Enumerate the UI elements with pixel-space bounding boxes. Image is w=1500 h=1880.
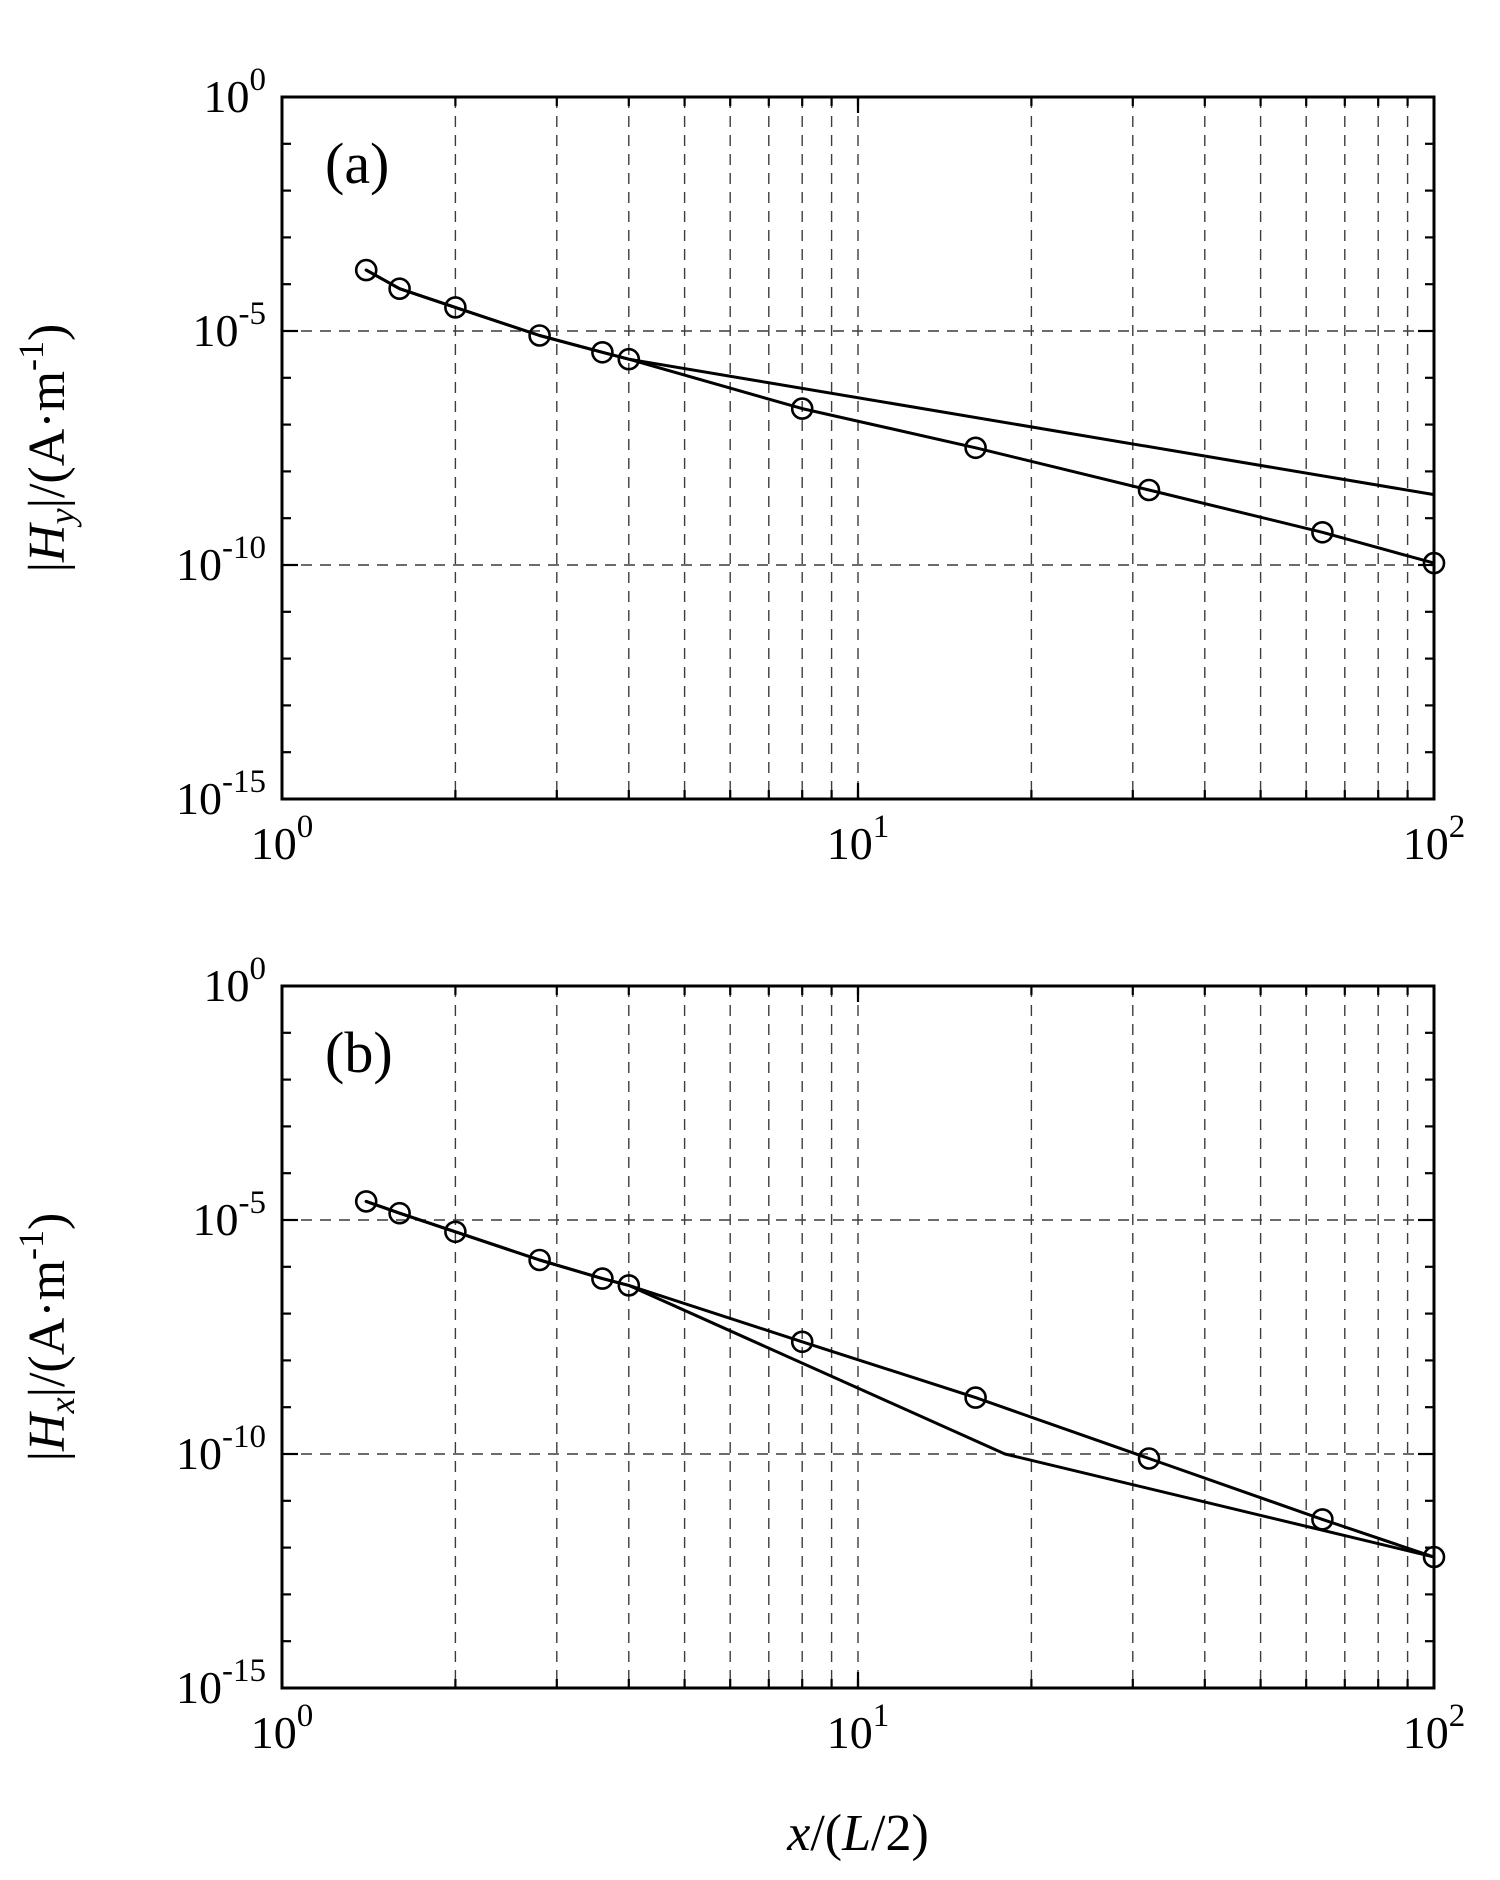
tick-label: 101 — [827, 809, 890, 869]
tick-label: 100 — [204, 62, 267, 122]
data-point-marker — [354, 1190, 378, 1213]
tick-label: 10-15 — [176, 1653, 266, 1713]
tick-label: 100 — [204, 951, 267, 1011]
data-point-marker — [444, 1220, 467, 1244]
y-axis-label-a: |Hy|/(A·m-1) — [11, 324, 82, 573]
panel-b: (b) — [280, 984, 1446, 1690]
data-point-marker — [790, 1330, 814, 1354]
data-point-marker — [388, 1201, 411, 1225]
data-point-marker — [964, 1386, 987, 1409]
tick-label: 10-15 — [176, 764, 266, 824]
tick-label: 10-5 — [193, 296, 267, 356]
data-point-marker — [964, 436, 987, 460]
data-point-marker — [617, 1274, 641, 1297]
x-tick-labels: 100 101 102 — [251, 1698, 1466, 1758]
data-point-marker — [591, 1267, 614, 1290]
x-axis-label: x/(L/2) — [786, 1805, 929, 1862]
series-hy-asymptotic-line — [364, 268, 1436, 497]
data-point-marker — [591, 340, 614, 364]
tick-label: 10-10 — [176, 1419, 266, 1479]
tick-label: 102 — [1403, 1698, 1466, 1758]
grid — [282, 986, 1434, 1688]
data-point-marker — [790, 397, 814, 420]
series-hx-exact-markers — [354, 1190, 1446, 1569]
tick-label: 10-5 — [193, 1185, 267, 1245]
data-point-marker — [444, 296, 467, 319]
y-tick-labels: 100 10-5 10-10 10-15 — [176, 951, 266, 1713]
axis-ticks — [280, 95, 1436, 801]
data-point-marker — [1311, 520, 1334, 544]
data-point-marker — [388, 277, 411, 301]
tick-label: 100 — [251, 809, 314, 869]
panel-a: (a) — [280, 95, 1446, 801]
x-tick-labels: 100 101 102 — [251, 809, 1466, 869]
series-hx-asymptotic-line — [364, 1199, 1436, 1559]
tick-label: 102 — [1403, 809, 1466, 869]
grid — [282, 97, 1434, 799]
panel-b-label: (b) — [325, 1020, 393, 1085]
panel-a-label: (a) — [325, 131, 389, 196]
tick-label: 101 — [827, 1698, 890, 1758]
tick-label: 100 — [251, 1698, 314, 1758]
data-point-marker — [1137, 1447, 1161, 1470]
series-hy-exact-line — [364, 268, 1436, 565]
y-tick-labels: 100 10-5 10-10 10-15 — [176, 62, 266, 824]
data-point-marker — [1137, 478, 1161, 502]
y-axis-label-b: |Hx|/(A·m-1) — [11, 1213, 82, 1462]
axis-ticks — [280, 984, 1436, 1690]
tick-label: 10-10 — [176, 530, 266, 590]
data-point-marker — [354, 258, 378, 282]
data-point-marker — [617, 347, 641, 371]
data-point-marker — [528, 1248, 551, 1272]
data-point-marker — [528, 324, 551, 347]
series-hy-exact-markers — [354, 258, 1446, 575]
